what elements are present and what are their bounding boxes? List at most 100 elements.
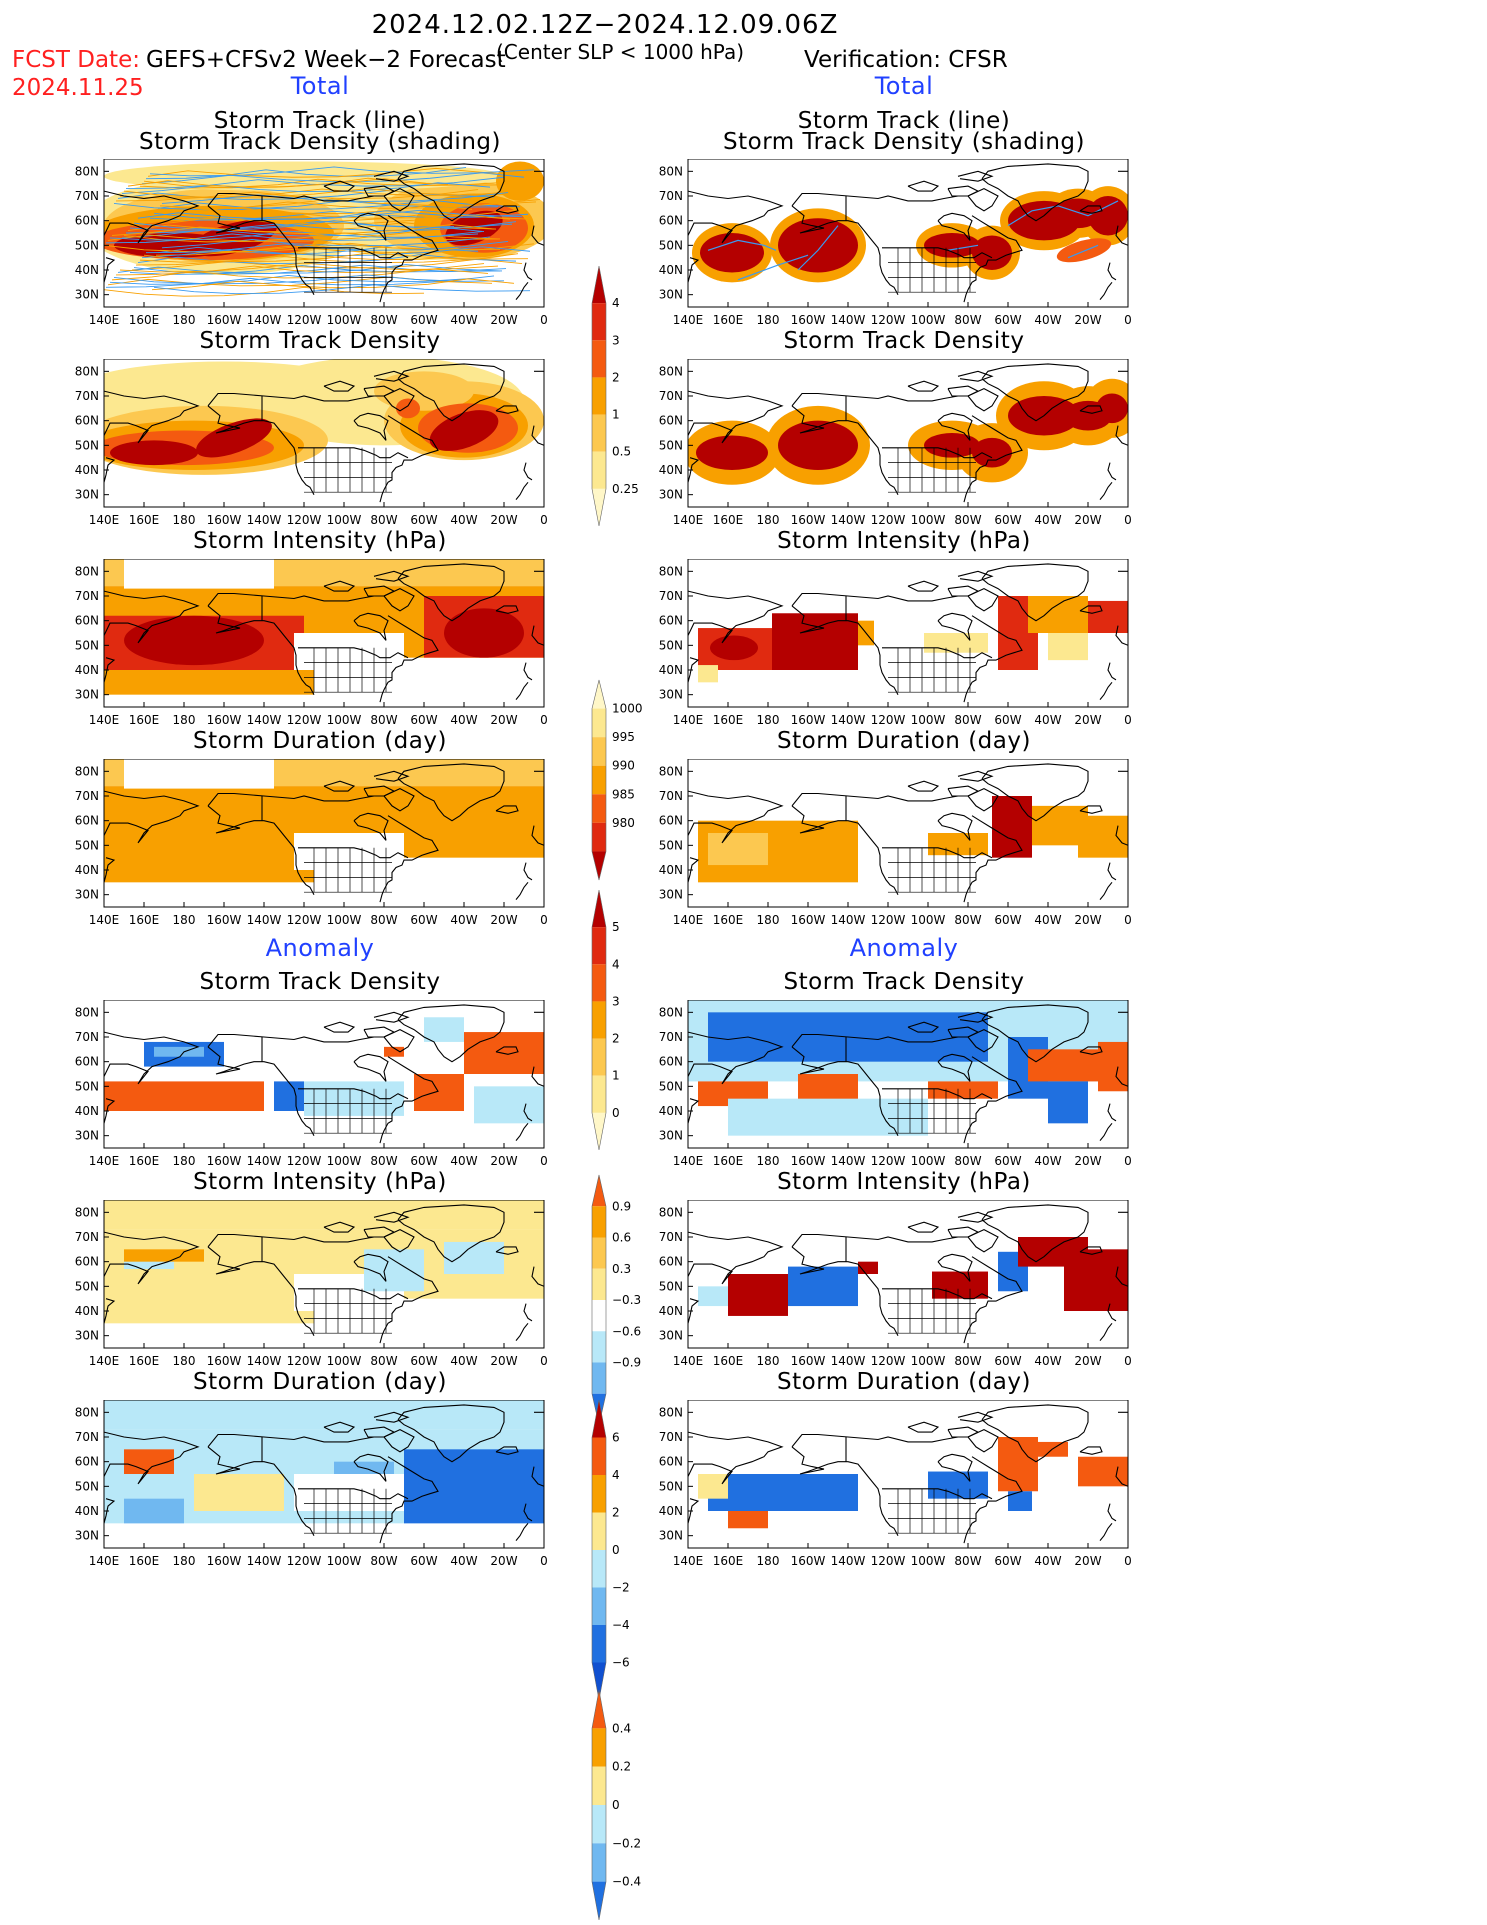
lon-tick-label: 40W [450, 1354, 477, 1368]
lat-tick-label: 70N [659, 189, 683, 203]
lon-tick-label: 120W [871, 513, 906, 527]
colorbar-label: 1 [612, 408, 620, 422]
lon-tick-label: 80W [954, 713, 981, 727]
map-track-observed: 140E 160E 180 160W 140W 120W 100W 80W 60W 40W 20W 0… [659, 159, 1132, 327]
lon-tick-label: 140W [247, 913, 282, 927]
colorbar-label: −2 [612, 1581, 630, 1595]
lon-tick-label: 140E [673, 513, 704, 527]
lon-tick-label: 180 [173, 513, 196, 527]
lat-tick-label: 60N [75, 1455, 99, 1469]
colorbar-label: 4 [612, 957, 620, 971]
lat-tick-label: 50N [75, 438, 99, 452]
lat-tick-label: 80N [659, 764, 683, 778]
lat-tick-label: 40N [75, 263, 99, 277]
lon-tick-label: 160W [791, 913, 826, 927]
coastlines [104, 163, 544, 303]
lon-tick-label: 40W [450, 913, 477, 927]
title-intensity-anom-right: Storm Intensity (hPa) [777, 1169, 1031, 1195]
map-track-forecast: 140E 160E 180 160W 140W 120W 100W 80W 60W 40W 20W 0… [75, 159, 548, 327]
lon-tick-label: 60W [410, 513, 437, 527]
title-intensity-right: Storm Intensity (hPa) [777, 528, 1031, 554]
lat-tick-label: 60N [75, 1255, 99, 1269]
lon-tick-label: 20W [1074, 1154, 1101, 1168]
lat-tick-label: 30N [75, 1129, 99, 1143]
lat-tick-label: 30N [75, 688, 99, 702]
shaded-field [698, 796, 1128, 883]
map-density-forecast: 140E 160E 180 160W 140W 120W 100W 80W 60W 40W 20W 0… [75, 359, 548, 527]
title-density-right: Storm Track Density [783, 328, 1025, 354]
lon-tick-label: 80W [370, 1554, 397, 1568]
colorbar-label: 5 [612, 920, 620, 934]
colorbar-label: 980 [612, 816, 635, 830]
lon-tick-label: 140W [831, 1354, 866, 1368]
lat-tick-label: 70N [659, 589, 683, 603]
lat-tick-label: 40N [659, 1304, 683, 1318]
lon-tick-label: 160E [129, 513, 160, 527]
lat-tick-label: 40N [75, 663, 99, 677]
lon-tick-label: 80W [954, 1554, 981, 1568]
shaded-field [104, 1200, 544, 1341]
lon-tick-label: 40W [1034, 713, 1061, 727]
lon-tick-label: 100W [327, 1354, 362, 1368]
lon-tick-label: 80W [370, 513, 397, 527]
lat-tick-label: 70N [75, 789, 99, 803]
lon-tick-label: 140W [831, 513, 866, 527]
lat-tick-label: 30N [75, 1329, 99, 1343]
title-duration-left: Storm Duration (day) [193, 728, 447, 754]
coastlines [688, 1204, 1128, 1344]
lat-tick-label: 70N [75, 189, 99, 203]
lat-tick-label: 70N [75, 389, 99, 403]
lon-tick-label: 40W [1034, 513, 1061, 527]
colorbar-density-total: 4 3 2 1 0.5 0.25 [591, 265, 639, 527]
lon-tick-label: 20W [1074, 513, 1101, 527]
lon-tick-label: 120W [287, 1154, 322, 1168]
fcst-date-label: FCST Date: [12, 47, 140, 73]
lon-tick-label: 0 [1124, 1354, 1132, 1368]
lat-tick-label: 80N [75, 164, 99, 178]
lat-tick-label: 60N [659, 814, 683, 828]
shaded-field [688, 378, 1128, 485]
lat-tick-label: 80N [75, 364, 99, 378]
lon-tick-label: 180 [757, 913, 780, 927]
lon-tick-label: 0 [1124, 1154, 1132, 1168]
colorbar-intensity-anomaly: 6 4 2 0 −2 −4 −6 [591, 1399, 630, 1701]
lat-tick-label: 80N [75, 1005, 99, 1019]
lon-tick-label: 100W [911, 713, 946, 727]
lon-tick-label: 180 [173, 1354, 196, 1368]
map-duration-forecast: 140E 160E 180 160W 140W 120W 100W 80W 60W 40W 20W 0… [75, 759, 548, 927]
lon-tick-label: 0 [540, 513, 548, 527]
lon-tick-label: 160E [713, 713, 744, 727]
lon-tick-label: 160W [207, 713, 242, 727]
lon-tick-label: 180 [173, 1154, 196, 1168]
colorbar-label: 0.9 [612, 1199, 631, 1213]
lon-tick-label: 20W [490, 313, 517, 327]
lat-tick-label: 40N [659, 263, 683, 277]
shaded-field [104, 359, 544, 475]
map-duration-observed: 140E 160E 180 160W 140W 120W 100W 80W 60W 40W 20W 0… [659, 759, 1132, 927]
colorbar-label: −0.3 [612, 1293, 641, 1307]
map-density-anomaly-observed: 140E 160E 180 160W 140W 120W 100W 80W 60W 40W 20W 0… [659, 1000, 1132, 1168]
lat-tick-label: 60N [75, 614, 99, 628]
colorbar-label: 1000 [612, 702, 643, 716]
colorbar-group: 43210.50.2510009959909859805432100.90.60… [591, 265, 643, 1921]
coastlines [688, 763, 1128, 903]
lon-tick-label: 60W [994, 313, 1021, 327]
lon-tick-label: 180 [173, 1554, 196, 1568]
colorbar-label: 1 [612, 1069, 620, 1083]
lat-tick-label: 30N [75, 888, 99, 902]
lon-tick-label: 160W [207, 1154, 242, 1168]
lon-tick-label: 140E [673, 713, 704, 727]
lat-tick-label: 30N [659, 1129, 683, 1143]
lon-tick-label: 160E [713, 1354, 744, 1368]
lon-tick-label: 180 [173, 913, 196, 927]
lat-tick-label: 50N [659, 638, 683, 652]
lat-tick-label: 60N [659, 214, 683, 228]
lon-tick-label: 160E [713, 313, 744, 327]
lon-tick-label: 140E [89, 1554, 120, 1568]
lon-tick-label: 140E [673, 313, 704, 327]
lon-tick-label: 20W [490, 1554, 517, 1568]
lon-tick-label: 160E [713, 913, 744, 927]
colorbar-label: 985 [612, 787, 635, 801]
title-duration-anom-left: Storm Duration (day) [193, 1369, 447, 1395]
lon-tick-label: 60W [994, 513, 1021, 527]
